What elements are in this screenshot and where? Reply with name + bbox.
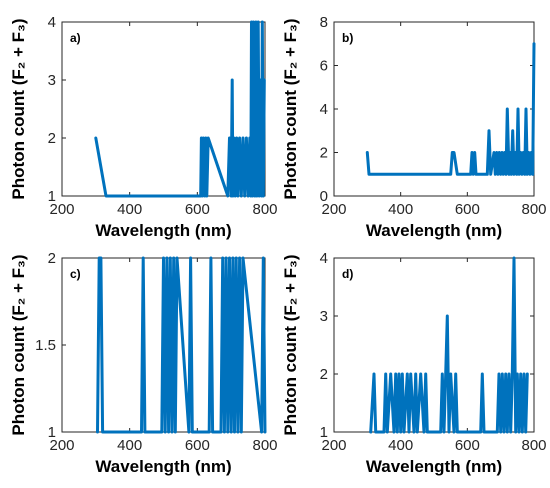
y-tick-label: 6 <box>320 58 328 75</box>
y-tick-label: 2 <box>320 366 328 383</box>
y-tick-label: 1 <box>48 424 56 441</box>
x-axis-label: Wavelength (nm) <box>366 457 502 476</box>
x-tick-label: 400 <box>388 201 413 218</box>
x-tick-label: 200 <box>49 437 74 454</box>
panel-label: c) <box>70 267 81 281</box>
y-tick-label: 3 <box>320 308 328 325</box>
y-tick-label: 1 <box>320 424 328 441</box>
y-axis-label: Photon count (F₂ + F₃) <box>281 18 300 199</box>
y-tick-label: 3 <box>48 72 56 89</box>
x-axis-label: Wavelength (nm) <box>366 221 502 240</box>
x-tick-label: 600 <box>185 201 210 218</box>
x-tick-label: 600 <box>185 437 210 454</box>
x-tick-label: 800 <box>252 437 277 454</box>
panel-label: b) <box>342 31 353 45</box>
series-line <box>365 42 536 176</box>
y-tick-label: 2 <box>48 130 56 147</box>
series-line <box>96 256 267 434</box>
x-tick-label: 400 <box>388 437 413 454</box>
y-tick-label: 4 <box>320 250 328 267</box>
x-tick-label: 200 <box>49 201 74 218</box>
x-tick-label: 200 <box>321 201 346 218</box>
y-tick-label: 1.5 <box>35 337 56 354</box>
y-axis-label: Photon count (F₂ + F₃) <box>9 254 28 435</box>
x-tick-label: 400 <box>117 437 142 454</box>
x-tick-label: 600 <box>455 437 480 454</box>
y-axis-label: Photon count (F₂ + F₃) <box>9 18 28 199</box>
chart-panel-4: 200 400 600 800 1 2 3 4 d) Wavelength (nm) Photon … <box>281 250 547 476</box>
series-line <box>94 20 266 198</box>
x-axis-label: Wavelength (nm) <box>95 457 231 476</box>
series-line <box>369 256 529 434</box>
x-tick-label: 200 <box>321 437 346 454</box>
y-tick-label: 2 <box>48 250 56 267</box>
y-tick-label: 0 <box>320 188 328 205</box>
x-tick-label: 800 <box>521 201 546 218</box>
x-tick-label: 800 <box>521 437 546 454</box>
x-tick-label: 800 <box>252 201 277 218</box>
y-tick-label: 1 <box>48 188 56 205</box>
panel-label: a) <box>70 31 81 45</box>
x-tick-label: 400 <box>117 201 142 218</box>
x-tick-label: 600 <box>455 201 480 218</box>
x-axis-label: Wavelength (nm) <box>95 221 231 240</box>
y-axis-label: Photon count (F₂ + F₃) <box>281 254 300 435</box>
panel-label: d) <box>342 267 353 281</box>
chart-panel-1: 200 400 600 800 1 2 3 4 a) Wavelength (nm) Photon … <box>9 14 278 240</box>
chart-panel-3: 200 400 600 800 1 1.5 2 c) Wavelength (nm) Photon… <box>9 250 278 476</box>
y-tick-label: 8 <box>320 14 328 31</box>
y-tick-label: 2 <box>320 145 328 162</box>
y-tick-label: 4 <box>320 101 328 118</box>
y-tick-label: 4 <box>48 14 56 31</box>
chart-panel-2: 200 400 600 800 0 2 4 6 8 b) Wavelength (nm) Photon… <box>281 14 547 240</box>
